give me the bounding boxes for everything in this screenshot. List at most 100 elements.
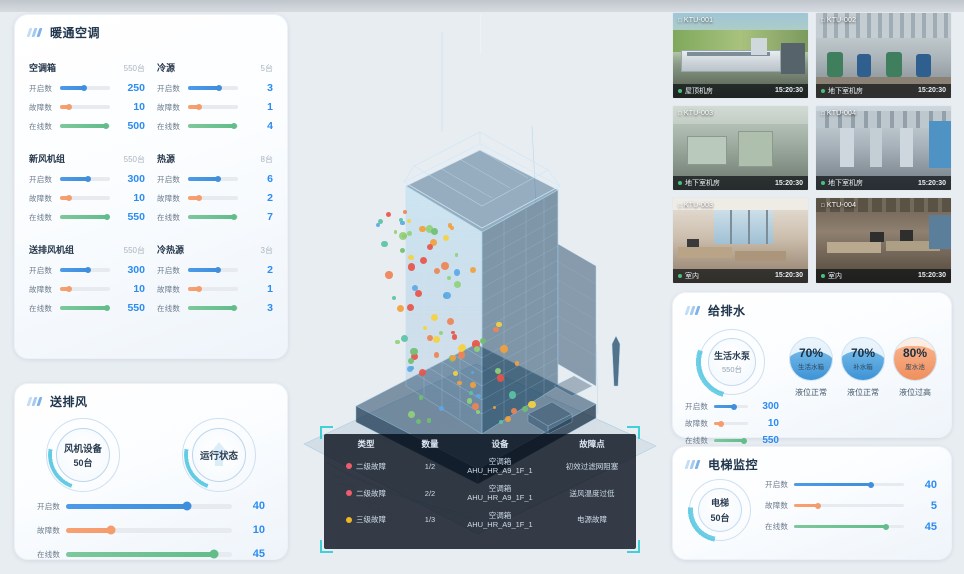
slider-knob[interactable] [85, 267, 91, 273]
slider-knob[interactable] [740, 437, 747, 444]
slider-track[interactable] [60, 267, 110, 273]
slider-knob[interactable] [731, 403, 738, 410]
table-row[interactable]: 三级故障 1/3 空调箱 AHU_HR_A9_1F_1 电源故障 [324, 507, 636, 534]
slider-green[interactable]: 在线数 45 [37, 548, 265, 560]
slider-track[interactable] [60, 104, 110, 110]
slider-fault[interactable]: 故障数 1 [157, 283, 273, 295]
slider-track[interactable] [60, 214, 110, 220]
slider-track[interactable] [188, 286, 238, 292]
slider-online[interactable]: 在线数 550 [29, 302, 145, 314]
camera-tile[interactable]: KTU-004 室内 15:20:30 [815, 197, 952, 284]
slider-value: 2 [267, 192, 273, 204]
slider-knob[interactable] [815, 502, 822, 509]
slider-green[interactable]: 在线数 550 [685, 435, 779, 446]
slider-fault[interactable]: 故障数 10 [29, 101, 145, 113]
slider-fault[interactable]: 故障数 2 [157, 192, 273, 204]
slider-knob[interactable] [209, 549, 219, 559]
slider-knob[interactable] [182, 501, 192, 511]
slider-on[interactable]: 开启数 6 [157, 173, 273, 185]
slider-online[interactable]: 在线数 4 [157, 120, 273, 132]
slider-orange[interactable]: 故障数 10 [685, 418, 779, 429]
slider-online[interactable]: 在线数 550 [29, 211, 145, 223]
slider-knob[interactable] [231, 123, 237, 129]
slider-track[interactable] [188, 104, 238, 110]
slider-on[interactable]: 开启数 300 [29, 173, 145, 185]
slider-track[interactable] [714, 420, 748, 427]
slider-value: 500 [127, 120, 145, 132]
slider-knob[interactable] [231, 305, 237, 311]
slider-track[interactable] [66, 549, 232, 559]
slider-knob[interactable] [196, 104, 202, 110]
table-row[interactable]: 二级故障 2/2 空调箱 AHU_HR_A9_1F_1 送风温度过低 [324, 480, 636, 507]
slider-label: 开启数 [37, 501, 61, 511]
slider-knob[interactable] [215, 176, 221, 182]
slider-blue[interactable]: 开启数 40 [37, 500, 265, 512]
building-3d-viewport[interactable]: 类型 数量 设备 故障点 二级故障 1/2 空调箱 AHU_HR_A9_1F_1 初效过… [296, 14, 664, 561]
slider-green[interactable]: 在线数 45 [765, 521, 937, 533]
slider-knob[interactable] [868, 481, 874, 488]
camera-tile[interactable]: KTU-003 地下室机房 15:20:30 [672, 104, 809, 192]
slider-track[interactable] [60, 286, 110, 292]
slider-knob[interactable] [66, 286, 72, 292]
slider-track[interactable] [714, 403, 748, 410]
slider-fault[interactable]: 故障数 10 [29, 192, 145, 204]
slider-track[interactable] [794, 502, 904, 509]
slider-track[interactable] [66, 501, 232, 511]
slider-track[interactable] [60, 195, 110, 201]
slider-fault[interactable]: 故障数 1 [157, 101, 273, 113]
cell-fault: 送风温度过低 [569, 488, 615, 498]
water-tank[interactable]: 80% 废水池 液位过高 [889, 337, 941, 398]
slider-track[interactable] [188, 305, 238, 311]
slider-track[interactable] [188, 123, 238, 129]
slider-knob[interactable] [883, 523, 890, 530]
slider-track[interactable] [794, 523, 904, 530]
water-tank[interactable]: 70% 补水箱 液位正常 [837, 337, 889, 398]
slider-track[interactable] [188, 195, 238, 201]
slider-knob[interactable] [196, 195, 202, 201]
slider-knob[interactable] [104, 214, 110, 220]
run-status-gauge: 运行状态 [182, 418, 256, 492]
slider-track[interactable] [188, 85, 238, 91]
slider-knob[interactable] [66, 195, 72, 201]
slider-fault[interactable]: 故障数 10 [29, 283, 145, 295]
slider-track[interactable] [188, 214, 238, 220]
slider-track[interactable] [60, 123, 110, 129]
table-row[interactable]: 二级故障 1/2 空调箱 AHU_HR_A9_1F_1 初效过滤网阻塞 [324, 453, 636, 480]
slider-online[interactable]: 在线数 500 [29, 120, 145, 132]
slider-knob[interactable] [103, 123, 109, 129]
slider-on[interactable]: 开启数 300 [29, 264, 145, 276]
slider-track[interactable] [794, 481, 904, 488]
camera-tile[interactable]: KTU-002 地下室机房 15:20:30 [815, 12, 952, 99]
slider-orange[interactable]: 故障数 5 [765, 500, 937, 512]
slider-orange[interactable]: 故障数 10 [37, 524, 265, 536]
camera-tile[interactable]: KTU-004 地下室机房 15:20:30 [815, 104, 952, 192]
slider-knob[interactable] [66, 104, 72, 110]
slider-knob[interactable] [106, 525, 116, 535]
slider-track[interactable] [66, 525, 232, 535]
slider-track[interactable] [188, 267, 238, 273]
slider-track[interactable] [60, 176, 110, 182]
slider-online[interactable]: 在线数 3 [157, 302, 273, 314]
slider-on[interactable]: 开启数 3 [157, 82, 273, 94]
slider-track[interactable] [60, 85, 110, 91]
slider-on[interactable]: 开启数 2 [157, 264, 273, 276]
slider-knob[interactable] [81, 85, 87, 91]
water-tank[interactable]: 70% 生活水箱 液位正常 [785, 337, 837, 398]
camera-tile[interactable]: KTU-001 屋顶机房 15:20:30 [672, 12, 809, 99]
slider-knob[interactable] [104, 305, 110, 311]
slider-knob[interactable] [215, 267, 221, 273]
slider-track[interactable] [714, 437, 748, 444]
slider-knob[interactable] [196, 286, 202, 292]
slider-fill [60, 215, 107, 219]
slider-track[interactable] [60, 305, 110, 311]
slider-knob[interactable] [85, 176, 91, 182]
slider-track[interactable] [188, 176, 238, 182]
slider-blue[interactable]: 开启数 40 [765, 479, 937, 491]
slider-knob[interactable] [216, 85, 222, 91]
slider-blue[interactable]: 开启数 300 [685, 401, 779, 412]
camera-tile[interactable]: KTU-003 室内 15:20:30 [672, 197, 809, 284]
slider-online[interactable]: 在线数 7 [157, 211, 273, 223]
slider-knob[interactable] [231, 214, 237, 220]
slider-knob[interactable] [717, 420, 724, 427]
slider-on[interactable]: 开启数 250 [29, 82, 145, 94]
